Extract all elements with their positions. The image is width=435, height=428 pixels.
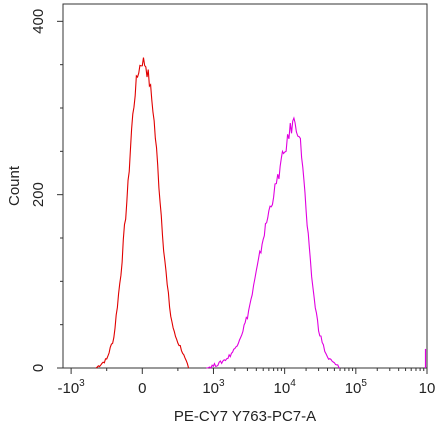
y-tick-label: 0 xyxy=(30,364,47,372)
x-tick-label: 0 xyxy=(138,380,146,397)
x-tick-label: 105 xyxy=(345,378,368,397)
x-tick-label-base: 10 xyxy=(274,380,291,397)
x-tick-label: 10 xyxy=(419,380,435,397)
y-tick-label: 200 xyxy=(30,182,47,207)
histogram-series-1 xyxy=(95,57,190,369)
x-tick-label: 104 xyxy=(274,378,297,397)
x-tick-label-exponent: 5 xyxy=(361,378,367,389)
histogram-series-2 xyxy=(206,116,341,369)
x-axis-title: PE-CY7 Y763-PC7-A xyxy=(174,408,316,425)
x-tick-label-base: -10 xyxy=(57,380,79,397)
x-tick-label-exponent: 4 xyxy=(290,378,296,389)
x-tick-label: 103 xyxy=(202,378,225,397)
y-axis-title: Count xyxy=(6,165,23,206)
x-tick-label-base: 10 xyxy=(345,380,362,397)
series-layer xyxy=(95,57,427,369)
x-tick-label-base: 10 xyxy=(419,380,435,397)
x-tick-label-exponent: 3 xyxy=(219,378,225,389)
x-axis: -103 0 103 104 105 10 xyxy=(57,368,435,397)
y-axis: 0 200 400 xyxy=(30,9,63,372)
x-tick-label-exponent: 3 xyxy=(79,378,85,389)
x-tick-label: -103 xyxy=(57,378,85,397)
x-tick-label-base: 0 xyxy=(138,380,146,397)
plot-frame xyxy=(62,3,428,369)
x-tick-label-base: 10 xyxy=(202,380,219,397)
y-tick-label: 400 xyxy=(30,9,47,34)
